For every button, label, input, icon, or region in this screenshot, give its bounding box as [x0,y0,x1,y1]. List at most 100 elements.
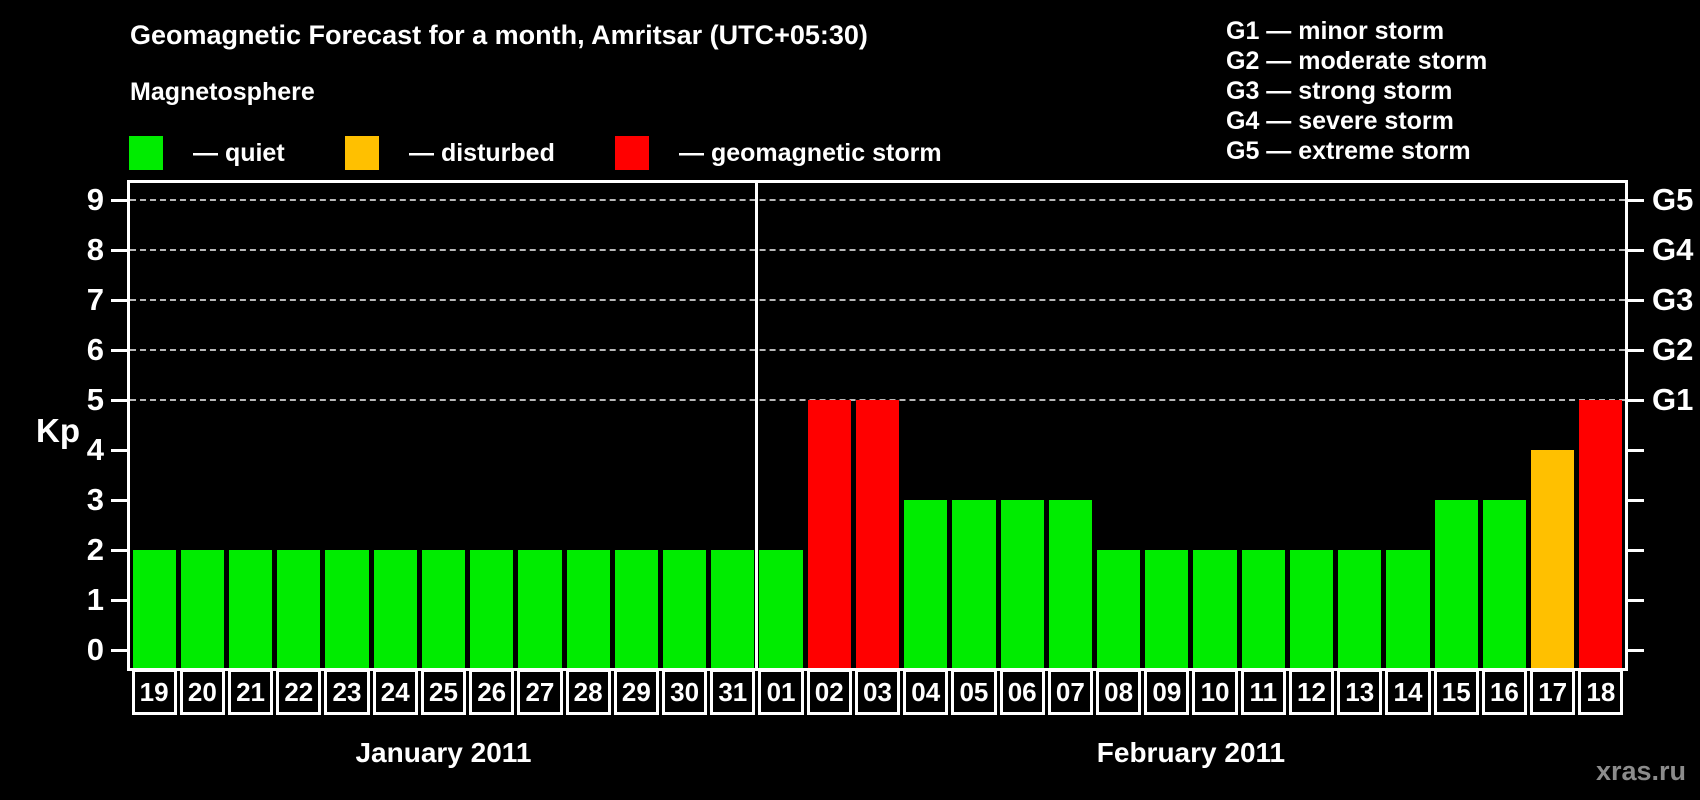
right-axis-tick [1625,348,1644,352]
y-axis-tick [111,298,130,302]
day-label: 23 [324,669,370,715]
right-axis-tick [1625,398,1644,402]
kp-bar [470,550,514,668]
kp-bar [1193,550,1237,668]
day-label: 10 [1192,669,1238,715]
day-label: 15 [1433,669,1479,715]
y-axis-tick [111,198,130,202]
day-label: 30 [661,669,708,715]
gridline [130,199,1625,201]
y-axis-tick [111,598,130,602]
g-legend-line: G5 — extreme storm [1226,137,1471,165]
kp-bar [1000,500,1044,668]
kp-bar [952,500,996,668]
month-label: January 2011 [355,737,532,768]
kp-bar [662,550,707,668]
y-tick-label: 4 [86,432,104,467]
day-label: 29 [613,669,659,715]
day-label: 07 [1047,669,1093,715]
right-axis-tick [1625,298,1644,302]
day-label: 27 [517,669,563,715]
kp-bar [566,550,610,668]
g-axis-label: G2 [1652,332,1694,367]
y-tick-label: 8 [86,232,104,267]
day-label: 24 [372,669,418,715]
kp-bar [1289,550,1334,668]
g-legend-line: G4 — severe storm [1226,107,1454,135]
legend-item-quiet: — quiet [129,136,285,170]
day-label: 11 [1240,669,1286,715]
month-divider [755,183,759,668]
legend-item-disturbed: — disturbed [345,136,555,170]
g-scale-legend: G1 — minor storm G2 — moderate storm G3 … [1226,16,1487,166]
month-label: February 2011 [1096,737,1286,768]
right-axis-tick [1625,448,1644,452]
day-label: 14 [1385,669,1431,715]
kp-bar [807,400,851,668]
g-legend-line: G2 — moderate storm [1226,47,1488,75]
legend-item-storm: — geomagnetic storm [615,136,942,170]
right-axis-tick [1625,648,1644,652]
quiet-color-swatch [129,136,163,170]
kp-bar [614,550,658,668]
legend-item-label: — disturbed [409,138,555,167]
kp-bar [711,550,755,668]
gridline [130,299,1625,301]
day-label: 22 [276,669,322,715]
day-label: 04 [903,669,949,715]
day-label: 26 [469,669,515,715]
kp-bar [228,550,273,668]
g-axis-label: G5 [1652,182,1694,217]
g-axis-label: G4 [1652,232,1694,267]
gridline [130,349,1625,351]
day-label: 05 [951,669,997,715]
kp-bar [518,550,562,668]
y-tick-label: 9 [86,182,104,217]
y-axis-tick [111,398,130,402]
kp-bar [277,550,321,668]
day-label: 31 [710,669,756,715]
y-tick-label: 2 [86,532,104,567]
y-tick-label: 7 [86,282,104,317]
g-legend-line: G3 — strong storm [1226,77,1453,105]
kp-bar [325,550,369,668]
g-axis-label: G1 [1652,382,1694,417]
right-axis-tick [1625,598,1644,602]
y-axis-title: Kp [36,412,80,449]
day-label: 21 [227,669,274,715]
kp-bar [421,550,466,668]
kp-bar [1338,550,1382,668]
day-label: 25 [420,669,467,715]
kp-bar [1048,500,1092,668]
right-axis-tick [1625,548,1644,552]
kp-bar [1434,500,1478,668]
page-title: Geomagnetic Forecast for a month, Amrits… [130,20,868,50]
kp-bar [180,550,224,668]
kp-bar [1482,500,1527,668]
g-axis-label: G3 [1652,282,1694,317]
kp-bar [855,400,900,668]
y-tick-label: 1 [86,582,104,617]
watermark: xras.ru [1595,756,1686,786]
y-axis-tick [111,498,130,502]
kp-bar [759,550,803,668]
y-axis-tick [111,248,130,252]
right-axis-tick [1625,248,1644,252]
disturbed-color-swatch [345,136,379,170]
kp-bar [1386,550,1430,668]
day-label: 28 [565,669,611,715]
day-label: 06 [999,669,1045,715]
y-tick-label: 3 [86,482,104,517]
y-axis-tick [111,348,130,352]
day-label: 08 [1096,669,1142,715]
legend-item-label: — quiet [193,138,285,167]
kp-bar [373,550,417,668]
day-label: 13 [1337,669,1383,715]
y-axis-tick [111,648,130,652]
day-label: 20 [179,669,225,715]
y-axis-tick [111,548,130,552]
right-axis-tick [1625,198,1644,202]
right-axis-tick [1625,498,1644,502]
kp-bar [1579,400,1623,668]
kp-bar [1531,450,1575,668]
